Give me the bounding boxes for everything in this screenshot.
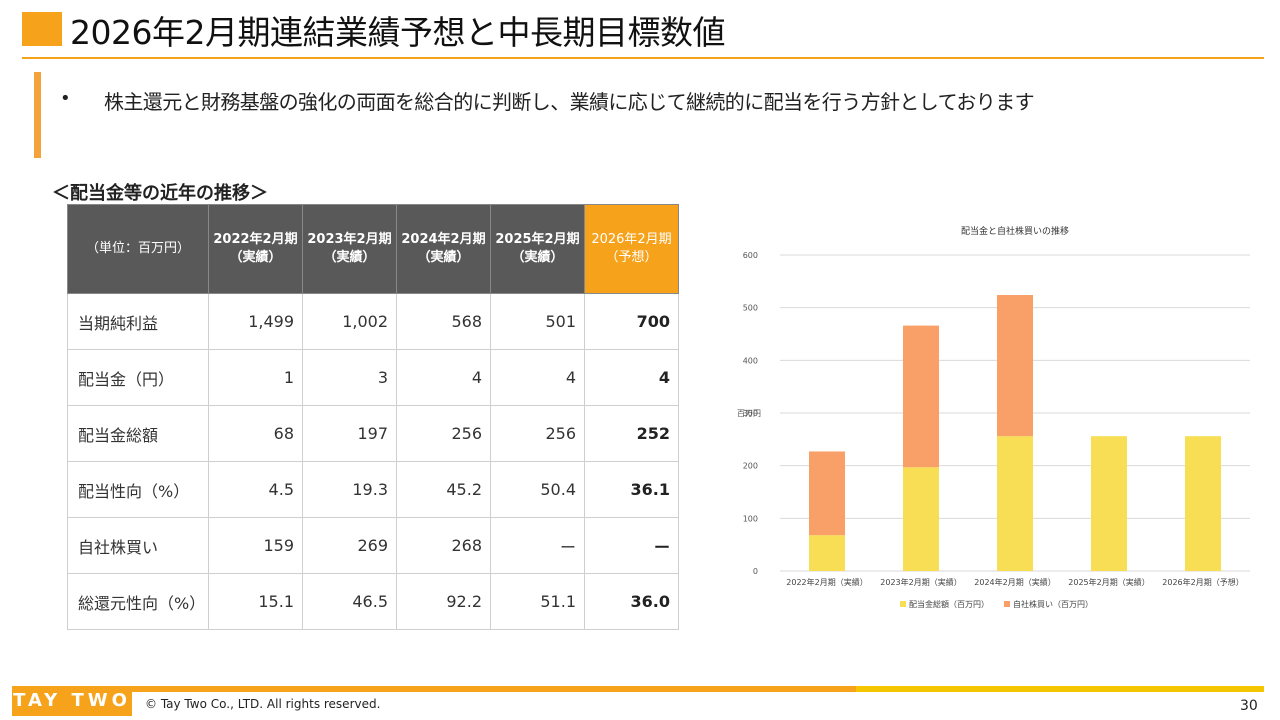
table-cell: 45.2 — [396, 461, 491, 518]
chart-bar — [997, 295, 1033, 437]
chart-bar — [809, 535, 845, 571]
table-header-row: （単位：百万円） 2022年2月期 （実績） 2023年2月期 （実績） 2024年… — [67, 204, 679, 294]
table-row: 配当金総額 68 197 256 256 252 — [67, 405, 679, 462]
table-cell: 256 — [490, 405, 585, 462]
table-cell: 50.4 — [490, 461, 585, 518]
page-number: 30 — [1240, 698, 1258, 714]
column-header-forecast: 2026年2月期 （予想） — [584, 204, 679, 294]
x-tick-label: 2025年2月期（実績） — [1068, 577, 1149, 587]
table-cell: 19.3 — [302, 461, 397, 518]
row-label: 配当金（円） — [67, 349, 209, 406]
chart-bar — [1185, 436, 1221, 571]
row-label: 配当性向（%） — [67, 461, 209, 518]
column-header: 2023年2月期 （実績） — [302, 204, 397, 294]
table-cell: 15.1 — [208, 573, 303, 630]
y-tick-label: 100 — [743, 514, 758, 523]
chart-bar — [903, 325, 939, 468]
y-tick-label: 300 — [743, 409, 758, 418]
table-cell: 256 — [396, 405, 491, 462]
title-underline — [22, 57, 1264, 59]
row-label: 総還元性向（%） — [67, 573, 209, 630]
table-row: 当期純利益 1,499 1,002 568 501 700 — [67, 293, 679, 350]
table-cell: 4 — [396, 349, 491, 406]
table-cell: 4.5 — [208, 461, 303, 518]
x-tick-label: 2026年2月期（予想） — [1162, 577, 1243, 587]
table-cell-forecast: 4 — [584, 349, 679, 406]
y-axis-label: 百万円 — [737, 409, 761, 418]
table-row: 配当性向（%） 4.5 19.3 45.2 50.4 36.1 — [67, 461, 679, 518]
column-header: 2022年2月期 （実績） — [208, 204, 303, 294]
y-tick-label: 0 — [753, 567, 758, 576]
table-cell: 501 — [490, 293, 585, 350]
table-cell: 1,002 — [302, 293, 397, 350]
table-cell: 68 — [208, 405, 303, 462]
table-row: 総還元性向（%） 15.1 46.5 92.2 51.1 36.0 — [67, 573, 679, 630]
table-cell: 268 — [396, 517, 491, 574]
table-row: 自社株買い 159 269 268 ー ー — [67, 517, 679, 574]
chart-bar — [997, 436, 1033, 571]
table-cell-forecast: 36.0 — [584, 573, 679, 630]
dividend-table: （単位：百万円） 2022年2月期 （実績） 2023年2月期 （実績） 2024年… — [67, 204, 679, 630]
legend-swatch — [900, 601, 906, 607]
table-cell: 197 — [302, 405, 397, 462]
table-cell-forecast: 36.1 — [584, 461, 679, 518]
legend-label: 自社株買い（百万円） — [1013, 599, 1093, 609]
company-logo: TAY TWO — [12, 686, 132, 716]
row-label: 配当金総額 — [67, 405, 209, 462]
y-tick-label: 500 — [743, 304, 758, 313]
table-cell: 4 — [490, 349, 585, 406]
footer-rule-yellow — [856, 686, 1264, 692]
chart-bar — [903, 467, 939, 571]
table-cell: ー — [490, 517, 585, 574]
table-cell: 46.5 — [302, 573, 397, 630]
table-cell: 269 — [302, 517, 397, 574]
table-cell: 159 — [208, 517, 303, 574]
page-title: 2026年2月期連結業績予想と中長期目標数値 — [70, 13, 725, 52]
table-cell: 1 — [208, 349, 303, 406]
table-cell-forecast: 700 — [584, 293, 679, 350]
policy-statement: 株主還元と財務基盤の強化の両面を総合的に判断し、業績に応じて継続的に配当を行う方… — [104, 90, 1035, 114]
x-tick-label: 2024年2月期（実績） — [974, 577, 1055, 587]
bullet-accent-bar — [34, 72, 41, 158]
y-tick-label: 400 — [743, 356, 758, 365]
table-cell: 1,499 — [208, 293, 303, 350]
title-accent-square — [22, 12, 62, 46]
y-tick-label: 200 — [743, 462, 758, 471]
bullet-marker: • — [60, 88, 71, 109]
stacked-bar-chart: 配当金と自社株買いの推移 0 100 200 300 400 500 600 百万円 2022年2… — [737, 225, 1250, 609]
table-cell: 568 — [396, 293, 491, 350]
table-title: ＜配当金等の近年の推移＞ — [52, 183, 268, 204]
column-header: 2025年2月期 （実績） — [490, 204, 585, 294]
chart-bar — [1091, 436, 1127, 571]
table-cell-forecast: ー — [584, 517, 679, 574]
column-header: 2024年2月期 （実績） — [396, 204, 491, 294]
table-cell: 51.1 — [490, 573, 585, 630]
legend-label: 配当金総額（百万円） — [909, 599, 989, 609]
footer-rule-orange — [130, 686, 856, 692]
unit-label: （単位：百万円） — [67, 204, 209, 294]
legend-swatch — [1004, 601, 1010, 607]
table-cell-forecast: 252 — [584, 405, 679, 462]
x-tick-label: 2023年2月期（実績） — [880, 577, 961, 587]
table-cell: 3 — [302, 349, 397, 406]
chart-title: 配当金と自社株買いの推移 — [961, 225, 1069, 237]
table-cell: 92.2 — [396, 573, 491, 630]
y-tick-label: 600 — [743, 251, 758, 260]
row-label: 自社株買い — [67, 517, 209, 574]
chart-bar — [809, 451, 845, 536]
row-label: 当期純利益 — [67, 293, 209, 350]
copyright-text: © Tay Two Co., LTD. All rights reserved. — [145, 697, 381, 711]
x-tick-label: 2022年2月期（実績） — [786, 577, 867, 587]
table-row: 配当金（円） 1 3 4 4 4 — [67, 349, 679, 406]
